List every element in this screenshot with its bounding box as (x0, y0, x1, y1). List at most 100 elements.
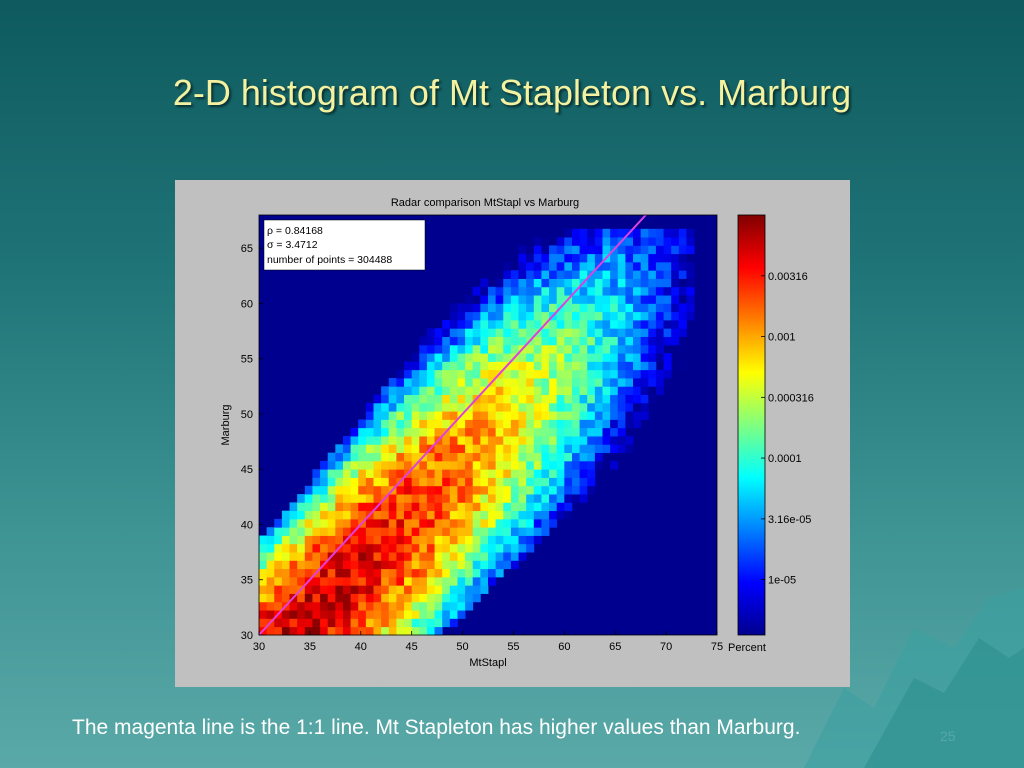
histogram-cell (327, 460, 336, 470)
histogram-cell (358, 469, 367, 478)
histogram-cell (373, 469, 382, 478)
histogram-cell (335, 601, 344, 611)
histogram-cell (617, 353, 626, 362)
histogram-cell (457, 469, 466, 478)
histogram-cell (304, 585, 313, 594)
histogram-cell (526, 444, 535, 454)
histogram-cell (533, 452, 542, 462)
histogram-cell (472, 444, 481, 454)
histogram-cell (404, 527, 413, 536)
histogram-cell (472, 286, 481, 296)
histogram-cell (426, 543, 435, 553)
histogram-cell (488, 303, 497, 313)
histogram-cell (533, 386, 542, 396)
histogram-cell (304, 593, 313, 603)
histogram-cell (266, 593, 275, 603)
histogram-cell (633, 402, 642, 412)
histogram-cell (663, 378, 672, 387)
histogram-cell (404, 452, 413, 462)
histogram-cell (358, 427, 367, 437)
histogram-cell (526, 527, 535, 536)
histogram-cell (381, 618, 390, 628)
histogram-cell (549, 427, 558, 437)
histogram-cell (655, 311, 664, 321)
histogram-cell (510, 469, 519, 478)
histogram-cell (625, 303, 634, 313)
histogram-cell (526, 344, 535, 354)
histogram-cell (480, 295, 489, 304)
histogram-cell (304, 494, 313, 503)
histogram-cell (495, 419, 504, 429)
histogram-cell (381, 585, 390, 594)
histogram-cell (602, 286, 611, 296)
histogram-cell (488, 295, 497, 304)
histogram-cell (434, 469, 443, 478)
histogram-cell (388, 560, 397, 570)
histogram-cell (396, 626, 405, 636)
histogram-cell (358, 502, 367, 512)
histogram-cell (411, 626, 420, 636)
histogram-cell (518, 510, 527, 520)
histogram-cell (274, 593, 283, 603)
histogram-cell (419, 518, 428, 528)
histogram-cell (648, 261, 657, 271)
histogram-cell (426, 576, 435, 586)
histogram-cell (510, 286, 519, 296)
histogram-cell (404, 568, 413, 578)
histogram-cell (594, 328, 603, 337)
histogram-cell (457, 452, 466, 462)
histogram-cell (442, 576, 451, 586)
histogram-cell (411, 576, 420, 586)
histogram-cell (495, 427, 504, 437)
histogram-cell (358, 601, 367, 611)
histogram-cell (465, 427, 474, 437)
histogram-cell (518, 444, 527, 454)
histogram-cell (533, 286, 542, 296)
histogram-cell (449, 477, 458, 487)
histogram-cell (426, 552, 435, 561)
histogram-cell (549, 411, 558, 420)
histogram-cell (411, 386, 420, 396)
histogram-cell (655, 286, 664, 296)
histogram-cell (579, 336, 588, 346)
histogram-cell (373, 411, 382, 420)
histogram-cell (434, 419, 443, 429)
x-tick-label: 35 (304, 641, 316, 653)
histogram-cell (549, 402, 558, 412)
histogram-cell (465, 502, 474, 512)
histogram-cell (640, 336, 649, 346)
histogram-cell (556, 494, 565, 503)
histogram-cell (625, 378, 634, 387)
histogram-cell (365, 610, 374, 619)
histogram-cell (663, 278, 672, 288)
histogram-cell (648, 253, 657, 263)
histogram-cell (648, 320, 657, 329)
histogram-cell (640, 303, 649, 313)
histogram-cell (465, 593, 474, 603)
histogram-cell (602, 361, 611, 371)
histogram-cell (396, 436, 405, 445)
histogram-cell (396, 543, 405, 553)
histogram-cell (503, 510, 512, 520)
histogram-cell (671, 228, 680, 238)
histogram-cell (442, 452, 451, 462)
histogram-cell (648, 278, 657, 288)
histogram-cell (442, 618, 451, 628)
histogram-cell (625, 369, 634, 379)
histogram-cell (365, 618, 374, 628)
histogram-cell (457, 494, 466, 503)
histogram-cell (472, 469, 481, 478)
histogram-cell (686, 295, 695, 304)
histogram-cell (434, 585, 443, 594)
histogram-cell (640, 261, 649, 271)
histogram-cell (663, 353, 672, 362)
histogram-cell (320, 485, 329, 495)
histogram-cell (373, 593, 382, 603)
histogram-cell (518, 245, 527, 255)
histogram-cell (419, 510, 428, 520)
histogram-cell (549, 502, 558, 512)
histogram-cell (648, 311, 657, 321)
histogram-cell (556, 477, 565, 487)
histogram-cell (594, 303, 603, 313)
histogram-cell (396, 394, 405, 404)
